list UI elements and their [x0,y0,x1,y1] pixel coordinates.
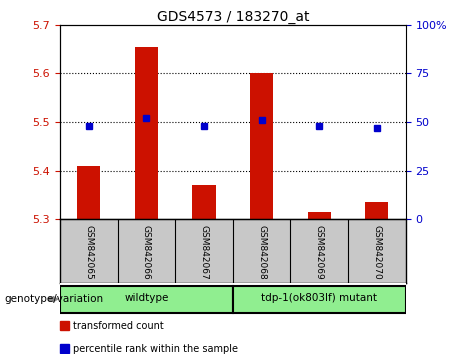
Text: transformed count: transformed count [73,321,164,331]
Bar [60,286,233,314]
Text: GSM842068: GSM842068 [257,224,266,279]
Text: genotype/variation: genotype/variation [5,294,104,304]
Bar [308,212,331,219]
Title: GDS4573 / 183270_at: GDS4573 / 183270_at [157,10,309,24]
Text: percentile rank within the sample: percentile rank within the sample [73,344,238,354]
Bar [365,202,388,219]
Text: GSM842069: GSM842069 [315,224,324,279]
Text: tdp-1(ok803lf) mutant: tdp-1(ok803lf) mutant [261,293,377,303]
Text: GSM842067: GSM842067 [200,224,208,279]
Text: GSM842065: GSM842065 [84,224,93,279]
Bar [233,286,406,314]
Bar [250,74,273,219]
Bar [77,166,100,219]
Text: wildtype: wildtype [124,293,169,303]
Bar [135,47,158,219]
Text: GSM842066: GSM842066 [142,224,151,279]
Text: GSM842070: GSM842070 [372,224,381,279]
Bar [193,185,216,219]
